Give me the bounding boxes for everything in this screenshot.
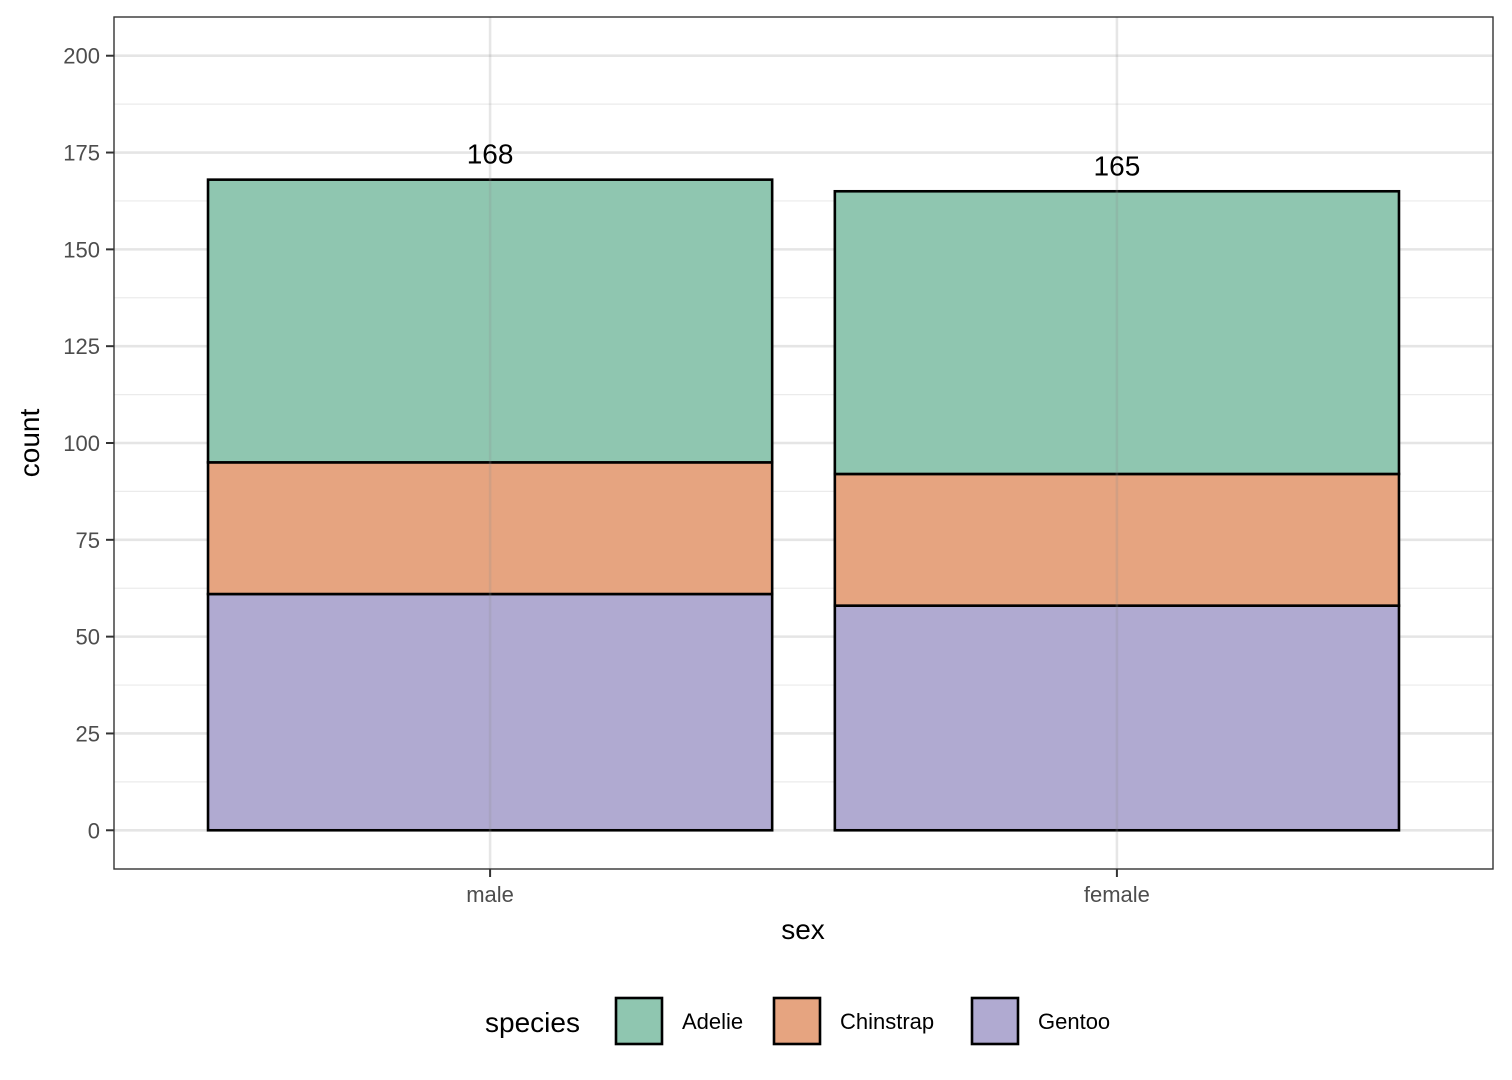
y-tick-label: 200 [63, 44, 100, 69]
bar-segment-female-gentoo [833, 604, 1401, 832]
x-tick-label-male: male [466, 882, 514, 907]
x-axis-title: sex [781, 914, 825, 945]
legend-label-gentoo: Gentoo [1038, 1009, 1110, 1034]
y-tick-label: 25 [76, 721, 100, 746]
total-labels: 168 165 [467, 139, 1141, 182]
legend-label-adelie: Adelie [682, 1009, 743, 1034]
y-axis-title: count [14, 409, 45, 478]
y-tick-label: 150 [63, 237, 100, 262]
y-axis: 0 25 50 75 100 125 150 175 200 [63, 44, 114, 843]
vertical-gridlines [488, 17, 1119, 869]
legend-key-gentoo [970, 996, 1020, 1046]
legend: species Adelie Chinstrap Gentoo [485, 996, 1110, 1046]
total-label-male: 168 [467, 139, 514, 170]
y-tick-label: 125 [63, 334, 100, 359]
y-tick-label: 50 [76, 625, 100, 650]
legend-title: species [485, 1007, 580, 1038]
legend-key-chinstrap [772, 996, 822, 1046]
bar-segment-female-adelie [833, 189, 1401, 476]
bar-segment-female-chinstrap [833, 472, 1401, 607]
legend-key-adelie [614, 996, 664, 1046]
y-tick-label: 75 [76, 528, 100, 553]
bar-segment-male-adelie [206, 178, 774, 464]
y-tick-label: 100 [63, 431, 100, 456]
bars [206, 178, 1401, 832]
bar-segment-male-chinstrap [206, 461, 774, 596]
x-tick-label-female: female [1084, 882, 1150, 907]
y-tick-label: 0 [88, 818, 100, 843]
total-label-female: 165 [1094, 150, 1141, 181]
x-axis: male female [466, 869, 1150, 907]
bar-segment-male-gentoo [206, 592, 774, 832]
legend-label-chinstrap: Chinstrap [840, 1009, 934, 1034]
y-tick-label: 175 [63, 141, 100, 166]
